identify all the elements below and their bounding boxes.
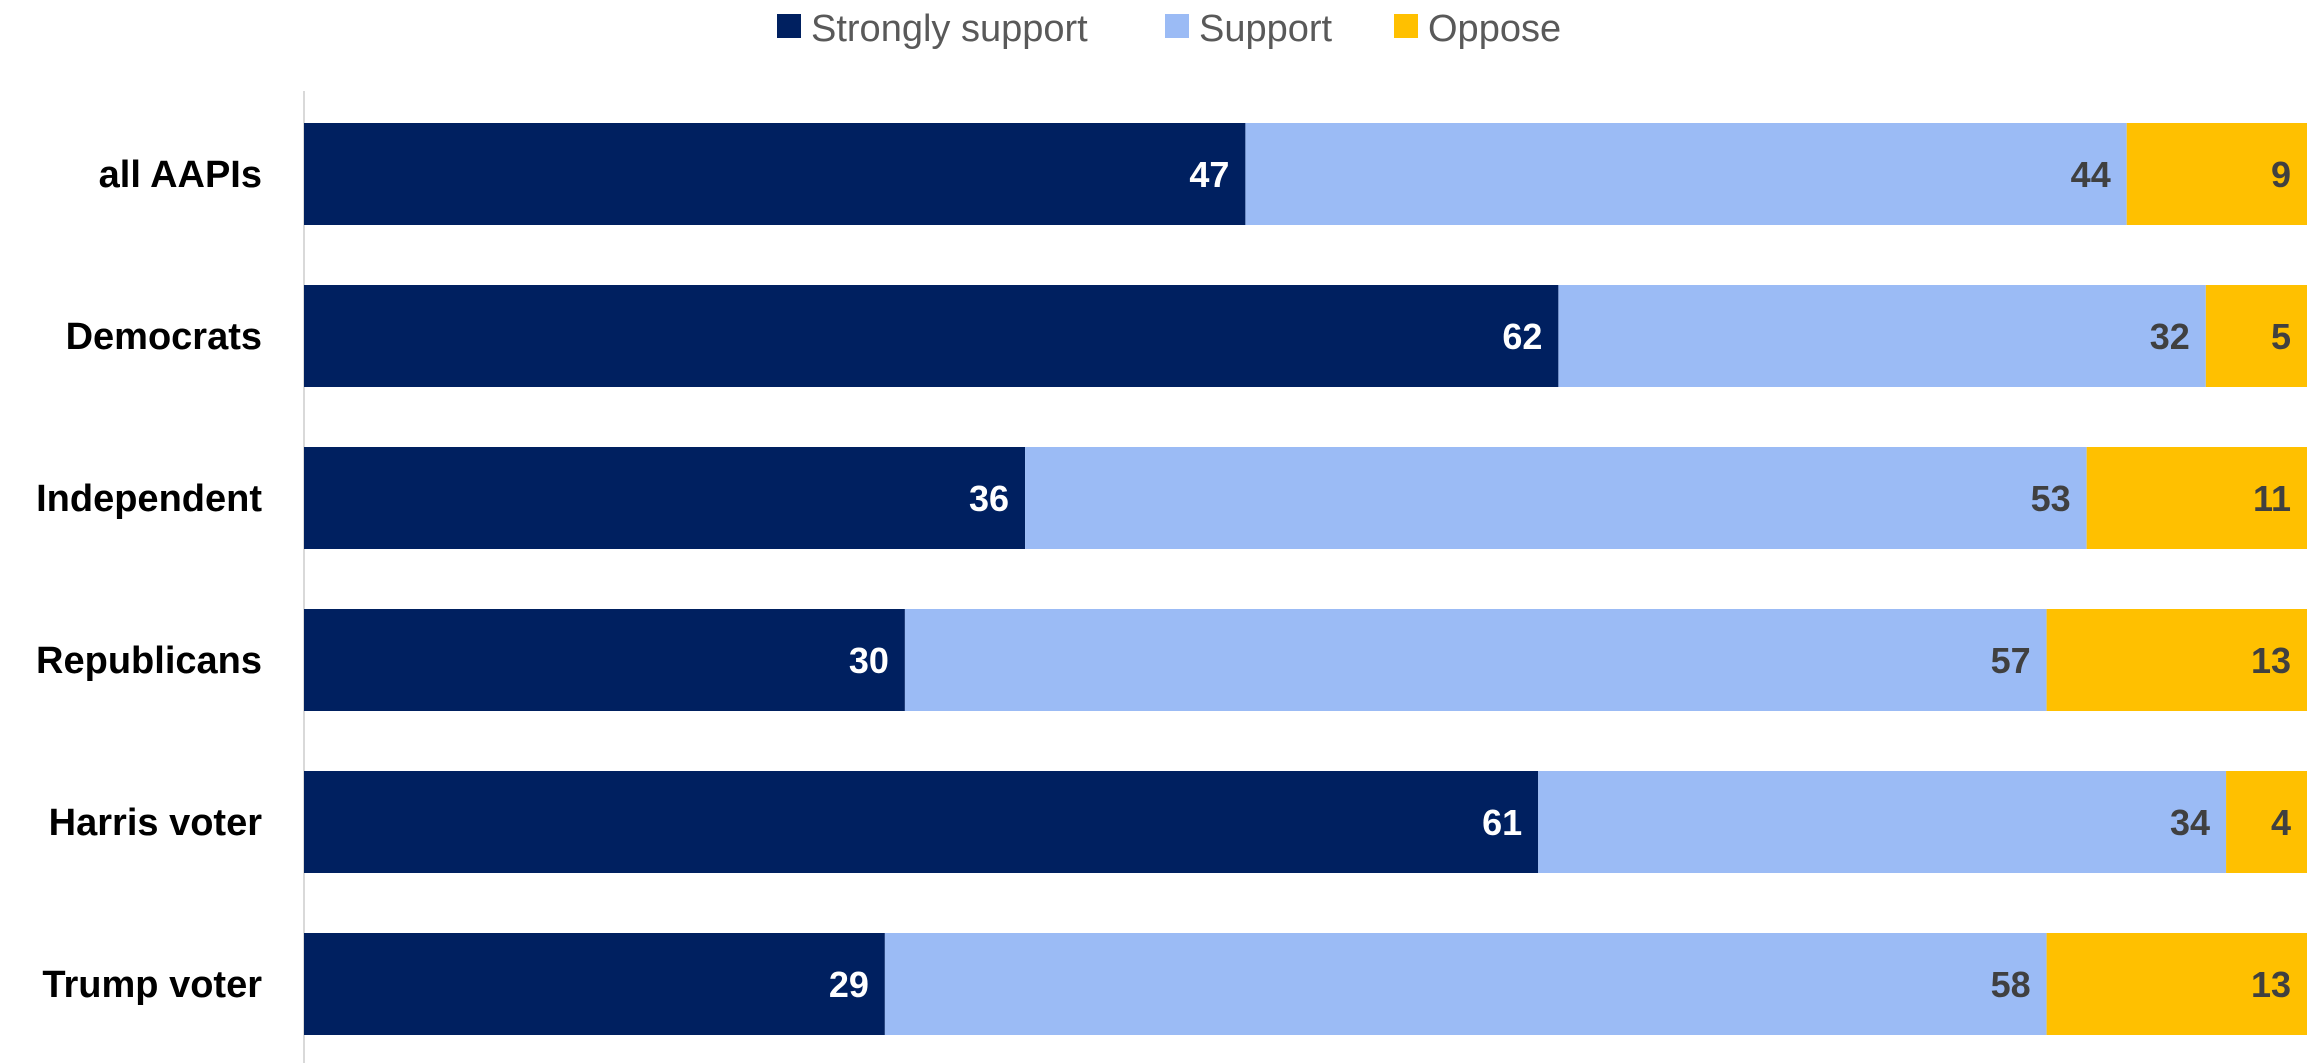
category-label: all AAPIs [99, 154, 262, 196]
data-label-oppose: 13 [2251, 964, 2291, 1005]
bar-strongly-support-trump-voter [304, 933, 885, 1035]
data-label-support: 57 [1991, 640, 2031, 681]
bar-support-independent [1025, 447, 2087, 549]
data-label-support: 58 [1991, 964, 2031, 1005]
category-label: Democrats [66, 316, 262, 358]
category-label: Republicans [36, 640, 262, 682]
legend: Strongly support Support Oppose [777, 8, 1561, 50]
bar-support-republicans [904, 609, 2047, 711]
bar-strongly-support-independent [304, 447, 1026, 549]
bar-strongly-support-republicans [304, 609, 905, 711]
bar-strongly-support-harris-voter [304, 771, 1539, 873]
legend-label-support: Support [1199, 8, 1333, 50]
bar-oppose-trump-voter [2046, 933, 2307, 1035]
data-label-strongly-support: 36 [969, 478, 1009, 519]
bar-oppose-harris-voter [2226, 771, 2307, 873]
data-label-oppose: 13 [2251, 640, 2291, 681]
plot-area: 47 44 9 62 32 5 36 53 11 30 57 13 61 34 4 29 58 13 [304, 123, 2307, 1035]
data-label-support: 44 [2071, 154, 2111, 195]
legend-swatch-strongly-support [777, 14, 801, 38]
bar-strongly-support-democrats [304, 285, 1559, 387]
data-label-oppose: 5 [2271, 316, 2291, 357]
data-label-strongly-support: 29 [829, 964, 869, 1005]
category-labels: all AAPIs Democrats Independent Republicans… [36, 154, 262, 1006]
bar-support-all-aapis [1245, 123, 2127, 225]
legend-label-strongly-support: Strongly support [811, 8, 1088, 50]
legend-label-oppose: Oppose [1428, 8, 1561, 50]
bar-strongly-support-all-aapis [304, 123, 1246, 225]
bar-oppose-independent [2086, 447, 2307, 549]
bar-oppose-all-aapis [2126, 123, 2307, 225]
data-label-strongly-support: 62 [1502, 316, 1542, 357]
bar-support-harris-voter [1538, 771, 2227, 873]
data-label-strongly-support: 61 [1482, 802, 1522, 843]
bar-oppose-democrats [2205, 285, 2307, 387]
data-label-oppose: 9 [2271, 154, 2291, 195]
data-label-oppose: 11 [2253, 478, 2291, 519]
bar-support-democrats [1558, 285, 2206, 387]
legend-swatch-support [1165, 14, 1189, 38]
legend-swatch-oppose [1394, 14, 1418, 38]
data-label-support: 34 [2170, 802, 2210, 843]
category-label: Independent [36, 478, 262, 520]
data-label-support: 53 [2031, 478, 2071, 519]
category-label: Harris voter [49, 802, 263, 844]
data-label-strongly-support: 47 [1189, 154, 1229, 195]
data-label-oppose: 4 [2271, 802, 2291, 843]
data-label-strongly-support: 30 [849, 640, 889, 681]
bar-oppose-republicans [2046, 609, 2307, 711]
category-label: Trump voter [42, 964, 262, 1006]
data-label-support: 32 [2150, 316, 2190, 357]
bar-support-trump-voter [884, 933, 2047, 1035]
